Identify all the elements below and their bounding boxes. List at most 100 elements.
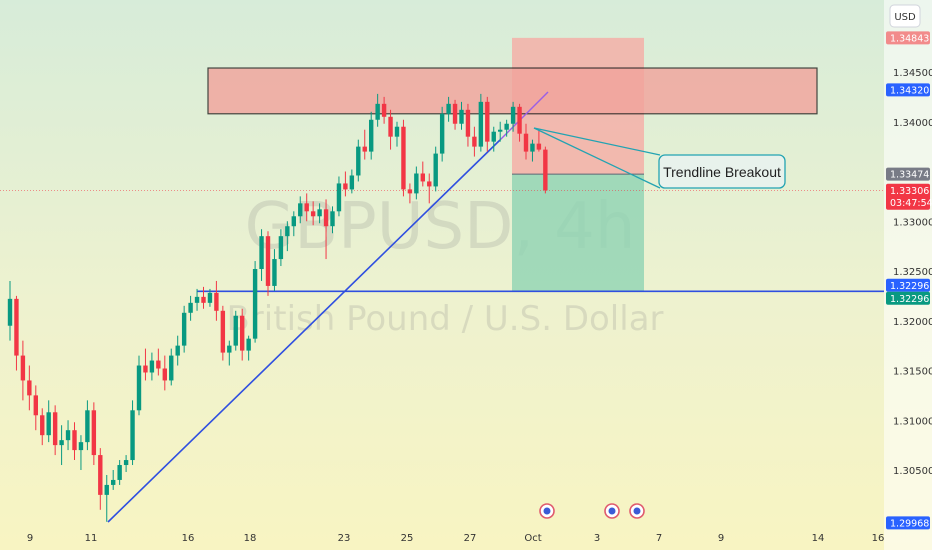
candle-body [446,103,451,114]
candle [530,139,535,162]
time-tick-label: 7 [656,533,662,544]
candle [46,400,51,443]
candle-body [491,131,496,142]
time-tick-label: 11 [85,533,98,544]
candle-body [465,109,471,137]
candle [214,280,219,321]
price-tag-label: 1.32296 [890,294,929,305]
candle-body [478,101,484,147]
candle-body [149,360,155,373]
candle-body [117,465,122,480]
candle-body [530,143,535,152]
candle-body [78,442,84,451]
candle [298,196,303,224]
candle-body [162,368,167,381]
event-marker [604,503,620,519]
candle-body [375,103,380,120]
candle [33,385,38,431]
price-tag-label: 1.33306 [890,186,929,197]
candle-body [46,412,51,436]
currency-box [889,4,921,28]
candle [85,400,90,451]
price-tick-label: 1.33000 [893,217,932,228]
candle-body [356,146,361,176]
candle [375,93,380,127]
candle-body [343,183,348,190]
time-tick-label: 9 [718,533,724,544]
price-tag-label: 1.33474 [890,170,929,181]
candle [472,126,477,157]
price-axis[interactable]: 1.34500 1.34000 1.33000 1.32500 1.32000 1.315… [893,68,932,477]
candle [517,103,522,142]
candle-body [369,119,374,152]
candle-body [227,345,232,353]
candle [246,335,251,361]
candle [20,340,26,401]
candle-body [433,153,438,187]
candle-body [304,203,309,212]
candle [504,119,509,137]
currency-selector[interactable]: USD [889,4,921,28]
event-marker [539,503,555,519]
candle-body [388,116,393,137]
candle [459,101,464,130]
price-tick-label: 1.31000 [893,416,932,427]
candle-body [194,296,200,303]
price-tag: 1.33474 [886,167,930,181]
time-axis[interactable]: 9 11 16 18 23 25 27 Oct 3 7 9 14 16 [27,533,885,544]
candle [536,129,542,152]
candle-body [220,310,226,353]
candle-body [72,430,77,451]
candle-body [485,101,490,142]
candle-body [136,365,142,411]
candle [40,408,45,446]
candle-body [188,302,193,313]
candle-body [59,440,64,446]
candle-body [349,175,355,190]
candle [220,305,226,361]
candle-body [252,269,258,339]
price-tag-box [886,83,930,97]
candle [169,348,174,386]
candle-body [298,203,303,217]
ascending-trendline [107,139,501,523]
candle [304,193,309,222]
candle-body [272,259,277,286]
candle-body [246,338,251,351]
candle-body [278,236,284,260]
candle [149,352,155,381]
candle [227,340,232,366]
trendline-extension [499,91,549,141]
candle [98,448,103,510]
candle-body [310,211,316,217]
candle [175,335,180,366]
trendline-breakout-callout[interactable]: Trendline Breakout [533,127,786,189]
candle [491,126,496,152]
candle [72,422,77,461]
candle-body [14,298,19,356]
candle-body [214,292,219,311]
candles-group [7,93,548,522]
candle-body [27,380,32,396]
price-tick-label: 1.31500 [893,367,932,378]
candle-body [317,209,322,217]
price-tick-label: 1.32000 [893,317,932,328]
candle [265,231,271,296]
candle-body [52,412,58,446]
candle [27,365,32,411]
candle [433,146,438,192]
candle-body [459,109,464,124]
event-flag-center [633,507,641,515]
candle-body [233,315,238,346]
candle [465,103,471,147]
candle-body [336,183,342,212]
candle [117,460,122,485]
candle [156,348,161,376]
candle [91,402,97,466]
candle-body [407,189,413,194]
candle-body [285,226,290,237]
candle-body [111,479,116,485]
candle-body [265,236,271,286]
